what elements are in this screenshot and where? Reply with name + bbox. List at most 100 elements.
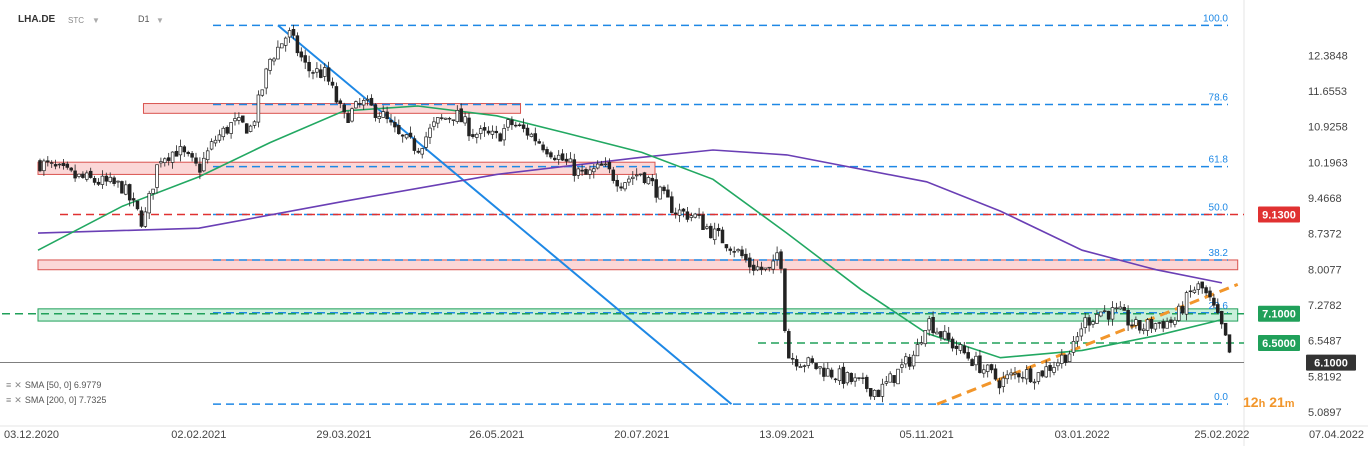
- candle: [958, 344, 963, 351]
- candle: [81, 173, 85, 178]
- candle: [771, 260, 775, 270]
- interval-label[interactable]: D1: [138, 14, 150, 24]
- candle: [654, 179, 658, 198]
- candle: [143, 211, 148, 227]
- price-tag-2[interactable]: [1258, 335, 1300, 352]
- candle: [1083, 317, 1087, 329]
- candle: [619, 186, 623, 189]
- candle: [385, 111, 389, 120]
- candle: [77, 173, 81, 177]
- candle: [486, 130, 491, 134]
- countdown-h-unit: h: [1258, 398, 1266, 410]
- sma50-label: SMA [50, 0] 6.9779: [24, 380, 102, 390]
- candle: [802, 365, 807, 367]
- y-tick-label: 5.0897: [1308, 407, 1342, 419]
- zone-1[interactable]: [37, 161, 656, 175]
- candle: [170, 151, 175, 163]
- candle: [615, 179, 619, 187]
- candle: [1118, 306, 1123, 310]
- zone-2[interactable]: [37, 259, 1239, 271]
- candle: [1044, 366, 1048, 378]
- candle: [1013, 372, 1017, 375]
- candle: [689, 215, 694, 218]
- candle: [373, 104, 378, 118]
- remove-indicator-icon[interactable]: ✕: [14, 380, 22, 390]
- candle: [1141, 328, 1146, 331]
- feed-label[interactable]: STC: [68, 16, 84, 25]
- countdown-m-unit: m: [1284, 398, 1295, 410]
- x-tick-label: 20.07.2021: [614, 429, 669, 441]
- candle: [135, 200, 140, 210]
- candle: [521, 124, 526, 129]
- candle: [806, 357, 811, 366]
- trendline-0[interactable]: [277, 24, 733, 405]
- legend-sma50[interactable]: ≡ ✕ SMA [50, 0] 6.9779: [6, 380, 101, 391]
- y-tick-label: 7.2782: [1308, 300, 1342, 312]
- indicator-list-icon[interactable]: ≡: [6, 395, 12, 405]
- zone-0[interactable]: [142, 103, 522, 114]
- candle: [818, 366, 822, 369]
- candle: [1153, 323, 1158, 330]
- symbol-label[interactable]: LHA.DE: [18, 14, 56, 25]
- candle: [127, 184, 132, 201]
- candle: [556, 154, 561, 160]
- candle: [272, 58, 276, 62]
- candle: [662, 186, 666, 192]
- candle: [611, 169, 616, 181]
- candle: [221, 127, 226, 138]
- candle: [751, 264, 756, 271]
- x-tick-label: 07.04.2022: [1309, 429, 1364, 441]
- candle: [736, 249, 740, 252]
- candle: [241, 115, 245, 123]
- legend-sma200[interactable]: ≡ ✕ SMA [200, 0] 7.7325: [6, 395, 106, 406]
- candle: [455, 110, 460, 122]
- candle: [283, 37, 288, 46]
- candle: [1130, 324, 1134, 327]
- candle: [92, 178, 97, 183]
- candle: [182, 146, 187, 153]
- candle: [124, 184, 128, 195]
- candle: [572, 159, 577, 176]
- sma200-line[interactable]: [37, 149, 1223, 284]
- candle: [322, 67, 327, 77]
- candle: [767, 266, 772, 269]
- sma50-line[interactable]: [37, 105, 1223, 359]
- price-tag-3[interactable]: [1306, 354, 1356, 371]
- candle: [560, 153, 565, 161]
- candle: [1032, 381, 1037, 384]
- candle: [697, 214, 701, 216]
- candle: [404, 134, 409, 139]
- zone-3[interactable]: [37, 308, 1239, 322]
- trendline-1[interactable]: [936, 283, 1239, 406]
- candle: [861, 377, 865, 379]
- price-tag-0[interactable]: [1258, 206, 1300, 223]
- candle: [833, 378, 838, 381]
- candle: [1165, 321, 1169, 329]
- candle: [233, 118, 237, 122]
- remove-indicator-icon[interactable]: ✕: [14, 395, 22, 405]
- interval-dropdown-icon[interactable]: ▼: [156, 16, 164, 25]
- candle: [712, 228, 717, 241]
- indicator-list-icon[interactable]: ≡: [6, 380, 12, 390]
- price-tag-label: 6.1000: [1314, 358, 1348, 370]
- candle: [709, 225, 713, 239]
- candle: [673, 212, 678, 215]
- candle: [213, 139, 218, 144]
- candle: [1208, 290, 1212, 298]
- candle: [740, 249, 744, 257]
- candle: [837, 368, 842, 382]
- candle: [537, 141, 541, 144]
- candle: [962, 345, 967, 354]
- candle: [260, 89, 265, 96]
- feed-dropdown-icon[interactable]: ▼: [92, 16, 100, 25]
- candle: [1134, 319, 1138, 326]
- candle: [338, 100, 343, 104]
- price-tag-1[interactable]: [1258, 305, 1300, 322]
- countdown-minutes: 21: [1269, 394, 1285, 410]
- candle: [787, 331, 791, 359]
- candle: [1161, 321, 1165, 329]
- candle: [1071, 340, 1076, 353]
- candle: [307, 61, 311, 72]
